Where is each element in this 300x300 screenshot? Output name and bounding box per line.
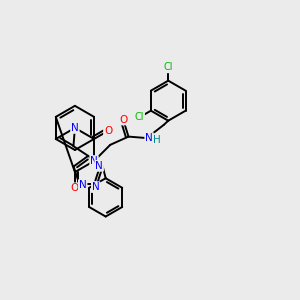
Text: N: N [79, 180, 87, 190]
Text: O: O [119, 115, 127, 124]
Text: H: H [153, 134, 161, 145]
Text: Cl: Cl [164, 62, 173, 72]
Text: O: O [104, 126, 112, 136]
Text: O: O [71, 183, 79, 193]
Text: N: N [145, 133, 153, 143]
Text: N: N [71, 123, 79, 133]
Text: N: N [90, 156, 98, 166]
Text: Cl: Cl [135, 112, 144, 122]
Text: N: N [92, 182, 100, 192]
Text: N: N [95, 161, 103, 171]
